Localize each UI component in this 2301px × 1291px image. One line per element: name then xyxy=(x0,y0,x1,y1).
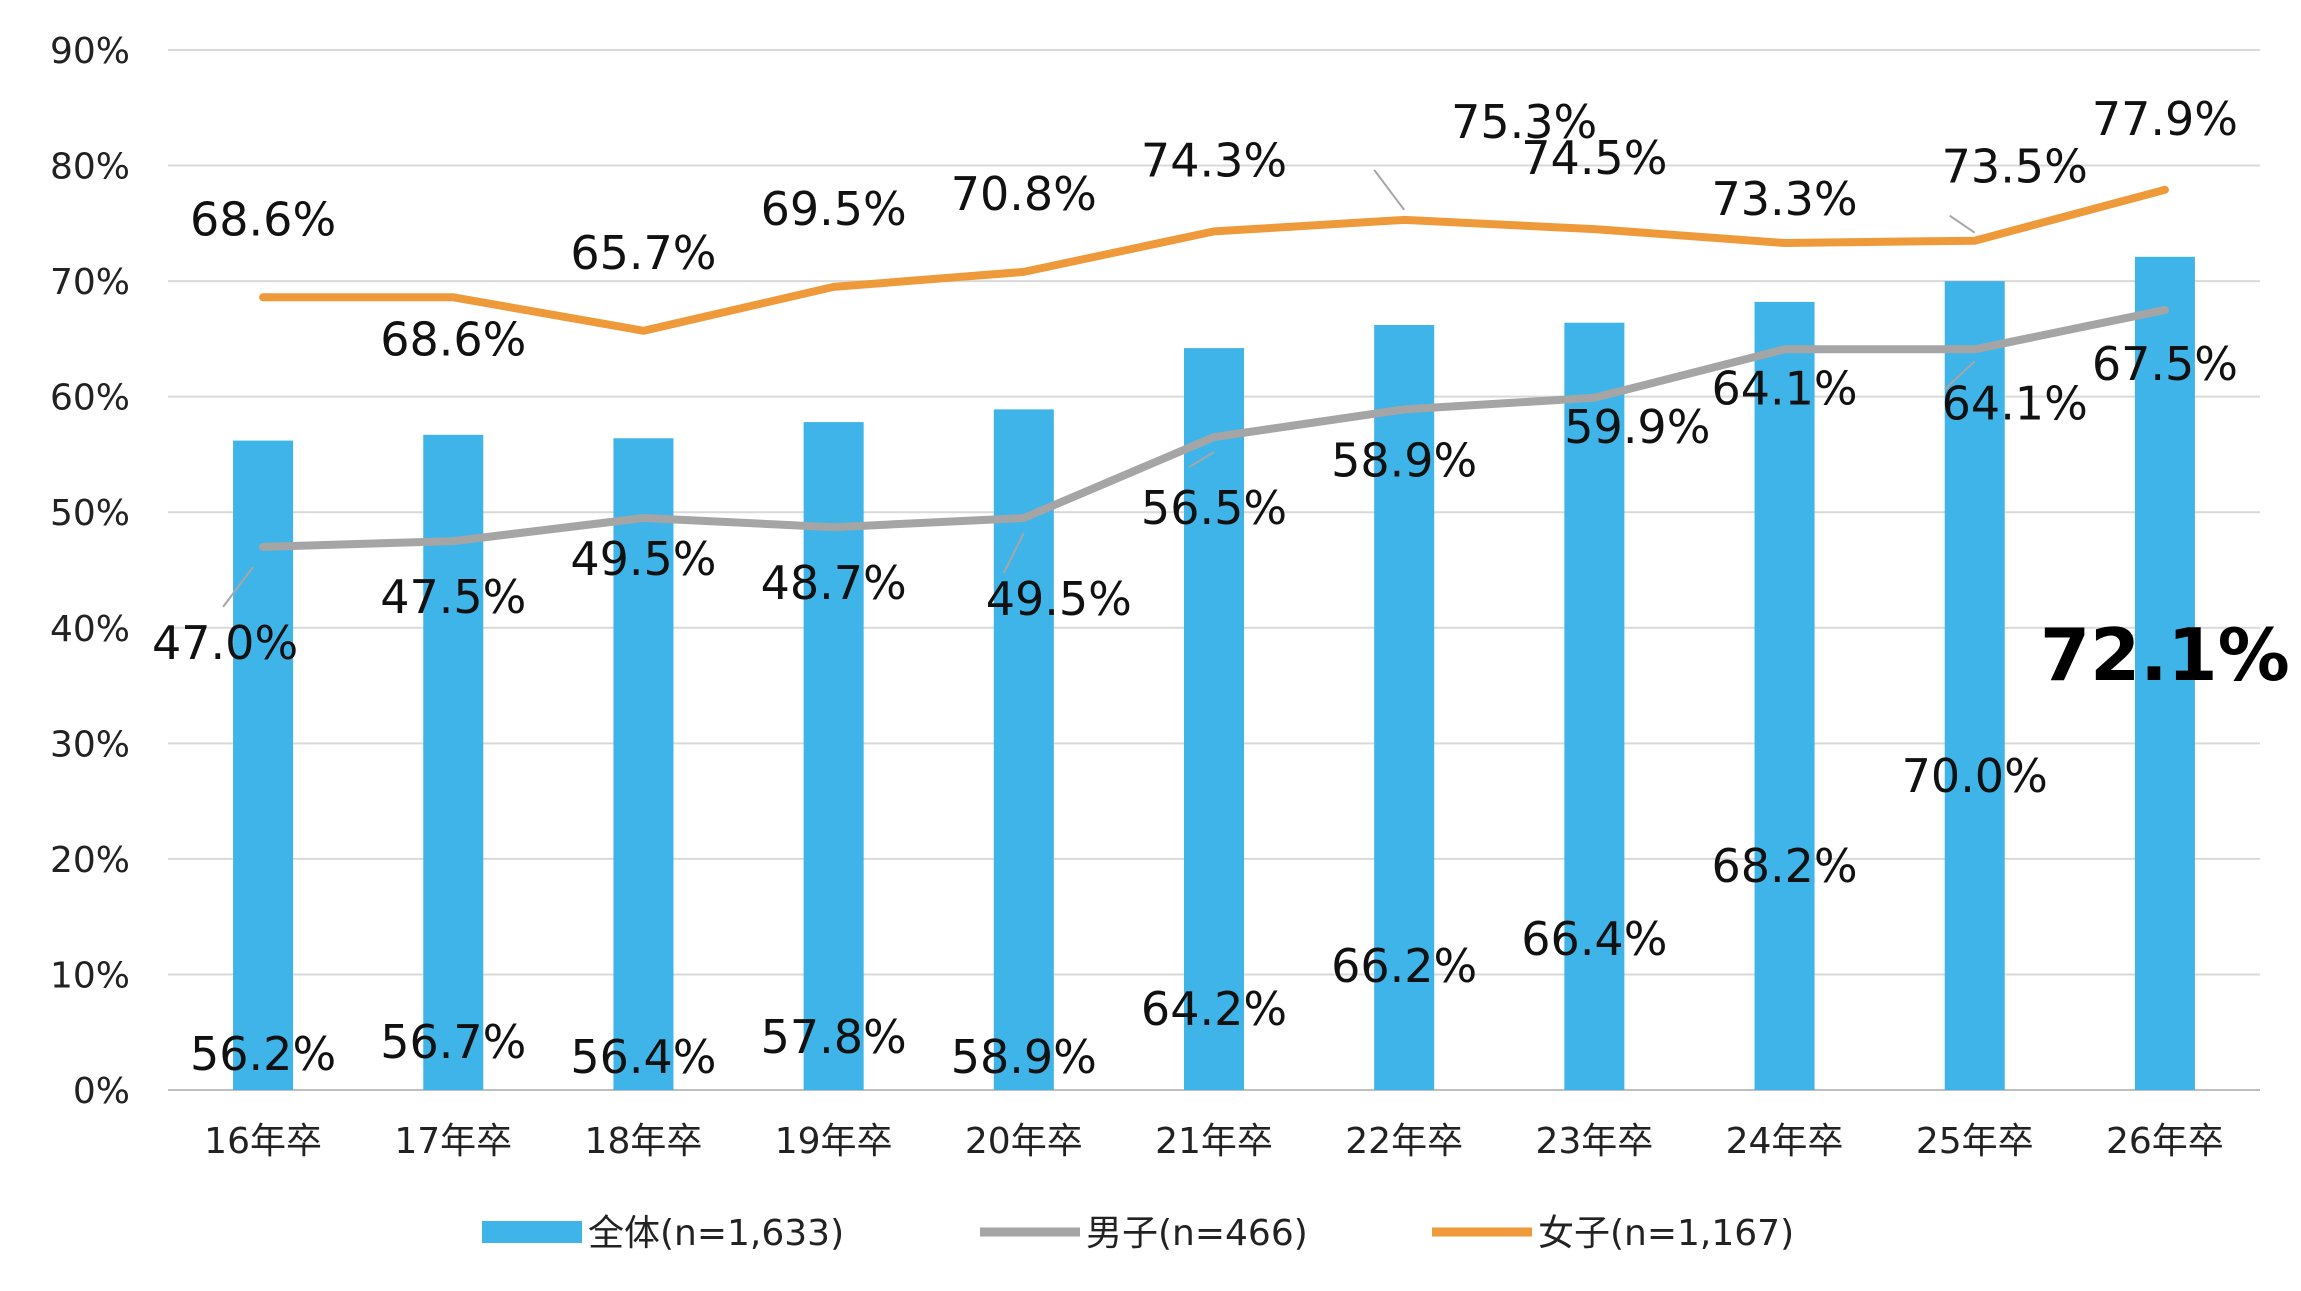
bar xyxy=(1754,301,1815,1090)
data-label: 48.7% xyxy=(761,556,907,610)
data-labels: 68.6% 68.6% 65.7% 69.5% 70.8% 74.3% 75.3%74.5%… xyxy=(152,92,2290,1084)
y-tick-label: 70% xyxy=(50,262,130,303)
data-label: 68.6% xyxy=(380,312,526,366)
x-tick-label: 23年卒 xyxy=(1535,1121,1653,1162)
bar xyxy=(1944,281,2005,1091)
bar xyxy=(613,438,674,1090)
y-axis-ticks: 0% 10% 20% 30% 40% 50% 60% 70% 80% 90% xyxy=(50,31,130,1112)
line-series xyxy=(259,185,2169,551)
bar xyxy=(803,422,864,1091)
data-label: 59.9% xyxy=(1564,400,1710,454)
data-label: 64.1% xyxy=(1942,376,2088,430)
data-label: 70.8% xyxy=(951,167,1097,221)
x-tick-label: 18年卒 xyxy=(585,1121,703,1162)
bar xyxy=(2134,256,2195,1090)
data-label: 68.2% xyxy=(1711,839,1857,893)
data-label: 67.5% xyxy=(2092,337,2238,391)
bar xyxy=(1564,322,1625,1090)
data-label: 47.5% xyxy=(380,570,526,624)
leader-line xyxy=(1002,532,1025,574)
leader-line xyxy=(1373,169,1405,211)
data-label: 75.3% xyxy=(1451,95,1597,149)
bar xyxy=(423,434,484,1090)
y-tick-label: 40% xyxy=(50,609,130,650)
data-label: 57.8% xyxy=(761,1010,907,1064)
data-label: 49.5% xyxy=(570,532,716,586)
data-label: 77.9% xyxy=(2092,92,2238,146)
x-tick-label: 24年卒 xyxy=(1726,1121,1844,1162)
data-label: 66.2% xyxy=(1331,939,1477,993)
y-tick-label: 50% xyxy=(50,493,130,534)
x-tick-label: 25年卒 xyxy=(1916,1121,2034,1162)
data-label: 66.4% xyxy=(1521,912,1667,966)
y-tick-label: 20% xyxy=(50,840,130,881)
y-tick-label: 30% xyxy=(50,724,130,765)
x-tick-label: 21年卒 xyxy=(1155,1121,1273,1162)
leader-line xyxy=(1949,214,1976,234)
data-label: 64.1% xyxy=(1711,361,1857,415)
data-label: 72.1% xyxy=(2040,613,2290,697)
leader-line xyxy=(222,566,254,608)
data-label: 69.5% xyxy=(761,182,907,236)
y-tick-label: 80% xyxy=(50,147,130,188)
data-label: 70.0% xyxy=(1902,749,2048,803)
data-label: 73.5% xyxy=(1942,140,2088,194)
leader-line xyxy=(1188,451,1215,468)
x-tick-label: 17年卒 xyxy=(394,1121,512,1162)
data-label: 74.3% xyxy=(1141,133,1287,187)
male-series-line xyxy=(259,306,2169,551)
legend-label: 女子(n=1,167) xyxy=(1538,1213,1794,1254)
x-axis-ticks: 16年卒 17年卒 18年卒 19年卒 20年卒 21年卒 22年卒 23年卒 24年卒 25年卒… xyxy=(204,1121,2224,1162)
x-tick-label: 19年卒 xyxy=(775,1121,893,1162)
data-label: 65.7% xyxy=(570,226,716,280)
legend-label: 男子(n=466) xyxy=(1086,1213,1308,1254)
data-label: 47.0% xyxy=(152,616,298,670)
label-leader-lines xyxy=(222,169,1976,608)
data-label: 64.2% xyxy=(1141,982,1287,1036)
bar xyxy=(233,440,294,1091)
data-label: 68.6% xyxy=(190,192,336,246)
y-tick-label: 60% xyxy=(50,378,130,419)
data-label: 73.3% xyxy=(1711,172,1857,226)
leader-line xyxy=(1944,360,1976,391)
data-label: 56.4% xyxy=(570,1030,716,1084)
data-label: 56.2% xyxy=(190,1027,336,1081)
bar xyxy=(1184,348,1244,1091)
x-tick-label: 22年卒 xyxy=(1345,1121,1463,1162)
data-label: 58.9% xyxy=(1331,433,1477,487)
x-tick-label: 16年卒 xyxy=(204,1121,322,1162)
y-tick-label: 0% xyxy=(73,1071,130,1112)
data-label: 49.5% xyxy=(986,572,1132,626)
female-series-line xyxy=(259,185,2169,335)
x-tick-label: 26年卒 xyxy=(2106,1121,2224,1162)
data-label: 56.7% xyxy=(380,1015,526,1069)
bar-series xyxy=(233,256,2195,1091)
legend: 全体(n=1,633) 男子(n=466) 女子(n=1,167) xyxy=(482,1213,1794,1254)
bar xyxy=(1374,325,1435,1090)
y-tick-label: 90% xyxy=(50,31,130,72)
data-label: 74.5% xyxy=(1521,131,1667,185)
data-label: 56.5% xyxy=(1141,481,1287,535)
legend-swatch-bar xyxy=(482,1221,582,1243)
y-tick-label: 10% xyxy=(50,955,130,996)
legend-label: 全体(n=1,633) xyxy=(588,1213,844,1254)
x-tick-label: 20年卒 xyxy=(965,1121,1083,1162)
data-label: 58.9% xyxy=(951,1030,1097,1084)
